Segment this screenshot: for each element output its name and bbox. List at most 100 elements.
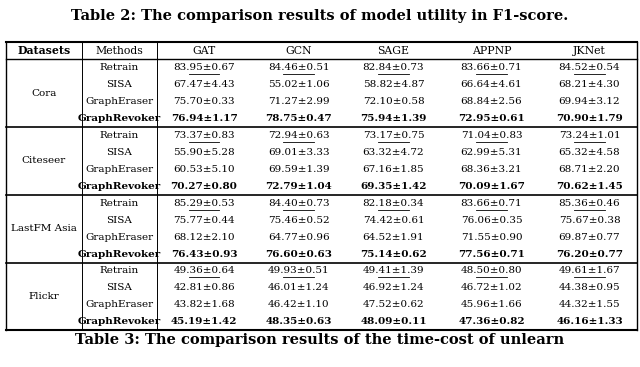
- Text: 68.36±3.21: 68.36±3.21: [461, 165, 522, 174]
- Text: 48.50±0.80: 48.50±0.80: [461, 266, 522, 276]
- Text: 55.90±5.28: 55.90±5.28: [173, 148, 235, 157]
- Text: Table 3: The comparison results of the time-cost of unlearn: Table 3: The comparison results of the t…: [76, 333, 564, 347]
- Text: GraphRevoker: GraphRevoker: [77, 182, 161, 191]
- Text: 42.81±0.86: 42.81±0.86: [173, 283, 235, 292]
- Text: 45.96±1.66: 45.96±1.66: [461, 300, 522, 309]
- Text: 76.60±0.63: 76.60±0.63: [266, 250, 332, 258]
- Text: Methods: Methods: [95, 46, 143, 56]
- Text: 76.06±0.35: 76.06±0.35: [461, 216, 522, 225]
- Text: GraphRevoker: GraphRevoker: [77, 317, 161, 326]
- Text: 46.16±1.33: 46.16±1.33: [556, 317, 623, 326]
- Text: 63.32±4.72: 63.32±4.72: [363, 148, 424, 157]
- Text: Citeseer: Citeseer: [22, 156, 66, 165]
- Text: GCN: GCN: [285, 46, 312, 56]
- Text: 83.66±0.71: 83.66±0.71: [461, 199, 522, 208]
- Text: 62.99±5.31: 62.99±5.31: [461, 148, 522, 157]
- Text: 70.27±0.80: 70.27±0.80: [171, 182, 237, 191]
- Text: 75.46±0.52: 75.46±0.52: [268, 216, 330, 225]
- Text: GraphRevoker: GraphRevoker: [77, 250, 161, 258]
- Text: Retrain: Retrain: [99, 63, 139, 72]
- Text: 49.36±0.64: 49.36±0.64: [173, 266, 235, 276]
- Text: 83.66±0.71: 83.66±0.71: [461, 63, 522, 72]
- Text: 49.61±1.67: 49.61±1.67: [559, 266, 620, 276]
- Text: 65.32±4.58: 65.32±4.58: [559, 148, 620, 157]
- Text: 77.56±0.71: 77.56±0.71: [458, 250, 525, 258]
- Text: 68.21±4.30: 68.21±4.30: [559, 80, 620, 89]
- Text: 68.71±2.20: 68.71±2.20: [559, 165, 620, 174]
- Text: 69.94±3.12: 69.94±3.12: [559, 97, 620, 106]
- Text: 84.40±0.73: 84.40±0.73: [268, 199, 330, 208]
- Text: 48.35±0.63: 48.35±0.63: [266, 317, 332, 326]
- Text: 78.75±0.47: 78.75±0.47: [266, 114, 332, 123]
- Text: APPNP: APPNP: [472, 46, 511, 56]
- Text: Flickr: Flickr: [29, 292, 60, 301]
- Text: 46.72±1.02: 46.72±1.02: [461, 283, 522, 292]
- Text: GraphRevoker: GraphRevoker: [77, 114, 161, 123]
- Text: 73.17±0.75: 73.17±0.75: [363, 131, 424, 140]
- Text: 55.02±1.06: 55.02±1.06: [268, 80, 330, 89]
- Text: 83.95±0.67: 83.95±0.67: [173, 63, 235, 72]
- Text: 71.55±0.90: 71.55±0.90: [461, 233, 522, 241]
- Text: 76.94±1.17: 76.94±1.17: [171, 114, 237, 123]
- Text: 72.95±0.61: 72.95±0.61: [458, 114, 525, 123]
- Text: SISA: SISA: [106, 80, 132, 89]
- Text: JKNet: JKNet: [573, 46, 606, 56]
- Text: 64.52±1.91: 64.52±1.91: [363, 233, 424, 241]
- Text: Datasets: Datasets: [17, 45, 70, 56]
- Text: 68.12±2.10: 68.12±2.10: [173, 233, 235, 241]
- Text: 44.38±0.95: 44.38±0.95: [559, 283, 620, 292]
- Text: 84.46±0.51: 84.46±0.51: [268, 63, 330, 72]
- Text: Table 2: The comparison results of model utility in F1-score.: Table 2: The comparison results of model…: [72, 9, 568, 23]
- Text: GAT: GAT: [193, 46, 216, 56]
- Text: 60.53±5.10: 60.53±5.10: [173, 165, 235, 174]
- Text: 67.47±4.43: 67.47±4.43: [173, 80, 235, 89]
- Text: 73.24±1.01: 73.24±1.01: [559, 131, 620, 140]
- Text: 72.94±0.63: 72.94±0.63: [268, 131, 330, 140]
- Text: GraphEraser: GraphEraser: [85, 165, 153, 174]
- Text: 68.84±2.56: 68.84±2.56: [461, 97, 522, 106]
- Text: SISA: SISA: [106, 283, 132, 292]
- Text: 82.84±0.73: 82.84±0.73: [363, 63, 424, 72]
- Text: 43.82±1.68: 43.82±1.68: [173, 300, 235, 309]
- Text: 75.77±0.44: 75.77±0.44: [173, 216, 235, 225]
- Text: LastFM Asia: LastFM Asia: [11, 224, 77, 233]
- Text: 76.20±0.77: 76.20±0.77: [556, 250, 623, 258]
- Text: 66.64±4.61: 66.64±4.61: [461, 80, 522, 89]
- Text: 75.67±0.38: 75.67±0.38: [559, 216, 620, 225]
- Text: 85.29±0.53: 85.29±0.53: [173, 199, 235, 208]
- Text: 70.09±1.67: 70.09±1.67: [458, 182, 525, 191]
- Text: 69.59±1.39: 69.59±1.39: [268, 165, 330, 174]
- Text: 71.27±2.99: 71.27±2.99: [268, 97, 330, 106]
- Text: 48.09±0.11: 48.09±0.11: [360, 317, 427, 326]
- Text: 46.01±1.24: 46.01±1.24: [268, 283, 330, 292]
- Text: 73.37±0.83: 73.37±0.83: [173, 131, 235, 140]
- Text: 46.92±1.24: 46.92±1.24: [363, 283, 424, 292]
- Text: Retrain: Retrain: [99, 266, 139, 276]
- Text: 64.77±0.96: 64.77±0.96: [268, 233, 330, 241]
- Text: 46.42±1.10: 46.42±1.10: [268, 300, 330, 309]
- Text: 74.42±0.61: 74.42±0.61: [363, 216, 424, 225]
- Text: SAGE: SAGE: [378, 46, 410, 56]
- Text: 69.01±3.33: 69.01±3.33: [268, 148, 330, 157]
- Text: 75.14±0.62: 75.14±0.62: [360, 250, 427, 258]
- Text: 45.19±1.42: 45.19±1.42: [171, 317, 237, 326]
- Text: 72.79±1.04: 72.79±1.04: [266, 182, 332, 191]
- Text: 69.87±0.77: 69.87±0.77: [559, 233, 620, 241]
- Text: 49.93±0.51: 49.93±0.51: [268, 266, 330, 276]
- Text: GraphEraser: GraphEraser: [85, 233, 153, 241]
- Text: 47.36±0.82: 47.36±0.82: [458, 317, 525, 326]
- Text: 76.43±0.93: 76.43±0.93: [171, 250, 237, 258]
- Text: Retrain: Retrain: [99, 199, 139, 208]
- Text: SISA: SISA: [106, 148, 132, 157]
- Text: Retrain: Retrain: [99, 131, 139, 140]
- Text: 71.04±0.83: 71.04±0.83: [461, 131, 522, 140]
- Text: 70.90±1.79: 70.90±1.79: [556, 114, 623, 123]
- Text: 82.18±0.34: 82.18±0.34: [363, 199, 424, 208]
- Text: 47.52±0.62: 47.52±0.62: [363, 300, 424, 309]
- Text: 44.32±1.55: 44.32±1.55: [559, 300, 620, 309]
- Text: 58.82±4.87: 58.82±4.87: [363, 80, 424, 89]
- Text: 49.41±1.39: 49.41±1.39: [363, 266, 424, 276]
- Text: Cora: Cora: [31, 88, 57, 98]
- Text: 84.52±0.54: 84.52±0.54: [559, 63, 620, 72]
- Text: 85.36±0.46: 85.36±0.46: [559, 199, 620, 208]
